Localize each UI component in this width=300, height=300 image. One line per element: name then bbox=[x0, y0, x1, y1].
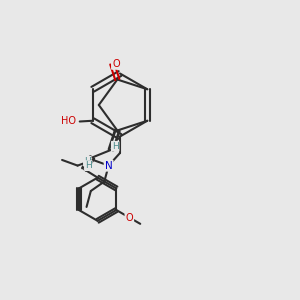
Text: HO: HO bbox=[61, 116, 76, 126]
Text: O: O bbox=[112, 59, 120, 69]
Text: H: H bbox=[85, 161, 92, 170]
Text: H: H bbox=[84, 157, 91, 166]
Text: H: H bbox=[112, 142, 119, 151]
Text: O: O bbox=[125, 212, 133, 223]
Text: N: N bbox=[105, 160, 112, 171]
